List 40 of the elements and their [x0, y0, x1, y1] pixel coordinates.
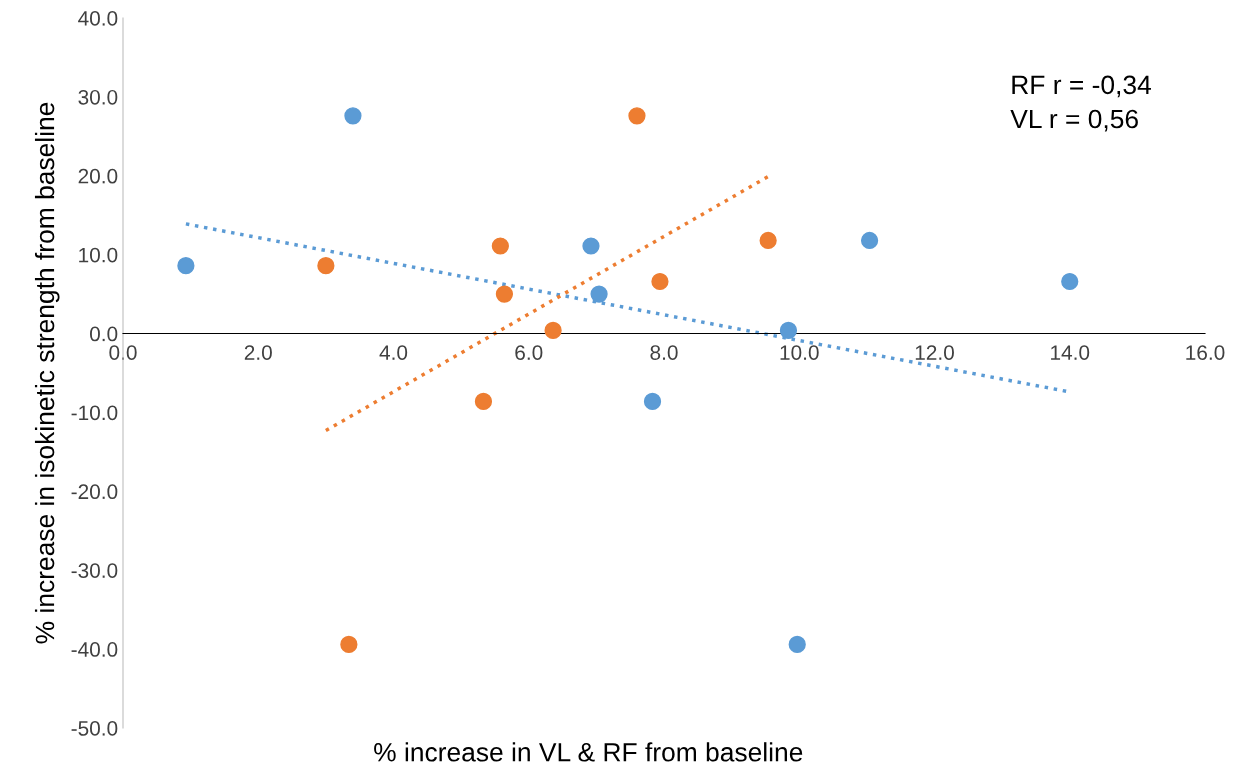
y-tick-label: 10.0	[79, 247, 118, 263]
x-tick-label: 10.0	[780, 345, 819, 360]
point	[317, 257, 335, 275]
y-tick-label: -50.0	[71, 721, 118, 736]
point	[779, 321, 798, 340]
x-tick-label: 12.0	[915, 345, 954, 360]
point	[628, 107, 646, 125]
x-tick-label: 16.0	[1186, 345, 1225, 360]
point	[590, 285, 608, 303]
y-tick-label: 30.0	[78, 89, 118, 105]
point	[474, 392, 493, 411]
x-tick-label: 2.0	[244, 345, 272, 360]
y-tick-label: -20.0	[71, 484, 118, 500]
point	[643, 392, 662, 411]
y-axis-title: % increase in isokinetic strength from baseline	[34, 102, 60, 644]
y-tick-label: 0.0	[89, 326, 118, 342]
y-tick-label: 40.0	[78, 11, 118, 26]
point	[1061, 272, 1079, 291]
x-axis-title: % increase in VL & RF from baseline	[374, 742, 803, 762]
x-tick-label: 14.0	[1051, 345, 1090, 360]
point	[788, 635, 806, 653]
point	[495, 285, 514, 303]
x-tick-label: 8.0	[650, 345, 678, 360]
y-tick-label: -40.0	[71, 642, 118, 657]
point	[544, 321, 562, 340]
point	[340, 635, 358, 653]
point	[582, 237, 600, 255]
point	[344, 107, 362, 125]
annotation: RF r = -0,34 VL r = 0,56	[1010, 75, 1151, 132]
point	[651, 272, 669, 291]
point	[759, 231, 777, 250]
y-tick-label: -10.0	[71, 405, 118, 421]
point	[177, 257, 195, 275]
point	[491, 237, 509, 255]
y-tick-label: 20.0	[78, 168, 118, 184]
y-tick-label: -30.0	[71, 563, 118, 578]
x-tick-label: 0.0	[109, 345, 137, 360]
point	[860, 231, 879, 250]
x-tick-label: 4.0	[379, 345, 408, 360]
x-tick-label: 6.0	[515, 345, 543, 360]
